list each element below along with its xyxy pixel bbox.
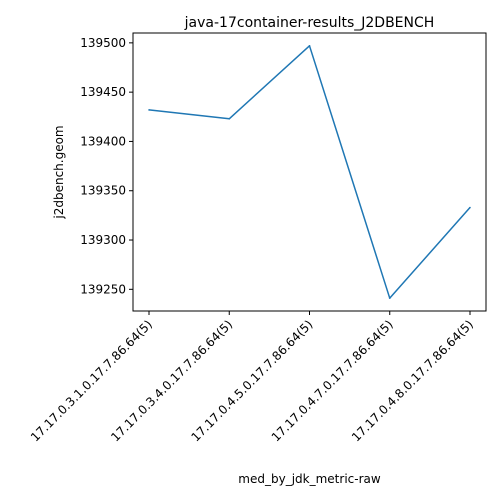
y-axis-ticks: 139250 139300 139350 139400 139450 139500 — [80, 36, 133, 296]
y-tick-label: 139350 — [80, 184, 126, 198]
y-tick-label: 139450 — [80, 85, 126, 99]
data-point — [228, 117, 231, 120]
y-tick-label: 139500 — [80, 36, 126, 50]
y-tick-label: 139300 — [80, 233, 126, 247]
series-layer — [148, 45, 471, 299]
x-axis-ticks: 17.17.0.3.1.0.17.7.86.64(5)17.17.0.3.4.0… — [28, 311, 476, 444]
data-point — [148, 109, 150, 111]
y-tick-label: 139400 — [80, 134, 126, 148]
plot-area — [132, 32, 487, 312]
chart-title: java-17container-results_J2DBENCH — [184, 15, 435, 31]
data-point — [308, 45, 311, 47]
y-tick-label: 139250 — [80, 282, 126, 296]
y-axis-label: j2dbench.geom — [52, 125, 66, 219]
data-point — [469, 206, 471, 209]
x-axis-label: med_by_jdk_metric-raw — [238, 472, 381, 486]
data-point — [388, 297, 391, 299]
